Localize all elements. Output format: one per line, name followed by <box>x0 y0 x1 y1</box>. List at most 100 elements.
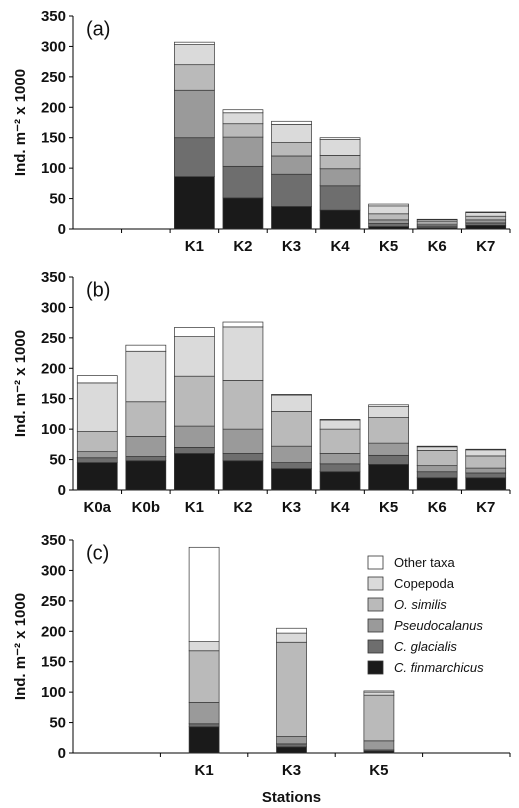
bar-segment <box>188 723 220 728</box>
bar-segment <box>368 464 409 491</box>
bar-segment <box>125 350 167 403</box>
chart-panel-3: 0 50 100 150 200 250 300 350 Ind. m⁻² x 1000 (c) K… <box>12 532 511 806</box>
x-tick-label: K5 <box>379 499 398 516</box>
y-tick-label: 150 <box>41 654 66 671</box>
bar-segment <box>276 743 307 748</box>
bar-segment <box>465 215 507 221</box>
bar-segment <box>276 627 307 634</box>
bar-segment <box>174 375 215 427</box>
panel-label: (c) <box>86 543 109 565</box>
bar-segment <box>319 428 361 454</box>
panel-label: (b) <box>86 280 110 302</box>
bar-segment <box>319 137 361 140</box>
legend-label: Copepoda <box>394 576 455 591</box>
bar-segment <box>174 336 215 377</box>
bar-segment <box>416 465 458 473</box>
bar-segment <box>222 109 264 114</box>
bar-segment <box>319 471 361 491</box>
x-tick-label: K5 <box>369 762 388 779</box>
bar-segment <box>174 453 215 491</box>
bar-segment <box>125 456 167 462</box>
bar-segment <box>319 419 361 421</box>
bar-segment <box>271 394 312 396</box>
legend-swatch <box>367 618 384 633</box>
bar-segment <box>276 641 307 737</box>
y-axis-title: Ind. m⁻² x 1000 <box>12 69 29 176</box>
bar-segment <box>416 477 458 491</box>
bar-segment <box>222 453 264 462</box>
bar-segment <box>271 173 312 207</box>
bar-segment <box>222 123 264 138</box>
y-tick-label: 250 <box>41 69 66 86</box>
x-tick-label: K0a <box>84 499 112 516</box>
y-tick-label: 0 <box>58 221 66 238</box>
y-tick-label: 100 <box>41 684 66 701</box>
bar-segment <box>416 471 458 479</box>
bar-segment <box>416 450 458 467</box>
bar-segment <box>188 650 220 703</box>
y-tick-label: 50 <box>49 191 66 208</box>
bar-segment <box>222 428 264 454</box>
chart-panel-1: 0 50 100 150 200 250 300 350 Ind. m⁻² x 1000 (a) K… <box>12 8 511 255</box>
y-tick-label: 50 <box>49 715 66 732</box>
bar-segment <box>319 463 361 473</box>
bar-segment <box>271 142 312 157</box>
bar-segment <box>465 449 507 457</box>
x-tick-label: K7 <box>476 499 495 516</box>
bar-segment <box>222 321 264 328</box>
bar-segment <box>188 726 220 754</box>
bar-segment <box>465 477 507 491</box>
y-axis-title: Ind. m⁻² x 1000 <box>12 593 29 700</box>
bar-segment <box>368 223 409 227</box>
bar-segment <box>368 454 409 465</box>
bar-segment <box>271 468 312 491</box>
bar-segment <box>319 139 361 156</box>
legend-label: C. glacialis <box>394 639 457 654</box>
bar-segment <box>465 212 507 217</box>
bar-segment <box>363 691 395 696</box>
y-tick-label: 350 <box>41 269 66 286</box>
bar-segment <box>125 436 167 457</box>
bar-segment <box>276 736 307 745</box>
y-tick-label: 0 <box>58 482 66 499</box>
bar-segment <box>174 44 215 66</box>
y-tick-label: 200 <box>41 623 66 640</box>
bar-segment <box>319 453 361 465</box>
y-tick-label: 150 <box>41 130 66 147</box>
y-tick-label: 200 <box>41 99 66 116</box>
bar-segment <box>188 546 220 642</box>
y-tick-label: 350 <box>41 532 66 549</box>
bar-segment <box>222 326 264 381</box>
x-tick-label: K4 <box>330 499 350 516</box>
bar-segment <box>363 694 395 742</box>
bar-segment <box>368 226 409 230</box>
bar-segment <box>271 394 312 412</box>
x-tick-label: K2 <box>233 499 252 516</box>
bar-segment <box>319 155 361 170</box>
bar-segment <box>368 417 409 444</box>
legend: Other taxa Copepoda O. similis Pseudocalanu… <box>367 555 484 675</box>
y-tick-label: 350 <box>41 8 66 25</box>
bar-segment <box>76 431 118 453</box>
bar-segment <box>271 120 312 125</box>
bar-segment <box>174 41 215 45</box>
bar-segment <box>188 702 220 725</box>
legend-swatch <box>367 555 384 570</box>
bar-segment <box>188 641 220 652</box>
bar-segment <box>174 425 215 448</box>
bar-segment <box>174 137 215 178</box>
bar-segment <box>465 211 507 213</box>
bar-segment <box>368 205 409 215</box>
bar-segment <box>271 462 312 470</box>
legend-swatch <box>367 597 384 612</box>
bar-segment <box>76 382 118 432</box>
bar-segment <box>465 472 507 479</box>
y-tick-label: 250 <box>41 330 66 347</box>
bar-segment <box>271 206 312 230</box>
y-tick-label: 50 <box>49 452 66 469</box>
y-tick-label: 100 <box>41 421 66 438</box>
legend-swatch <box>367 576 384 591</box>
legend-label: Pseudocalanus <box>394 618 483 633</box>
bar-segment <box>319 209 361 230</box>
y-tick-label: 150 <box>41 391 66 408</box>
